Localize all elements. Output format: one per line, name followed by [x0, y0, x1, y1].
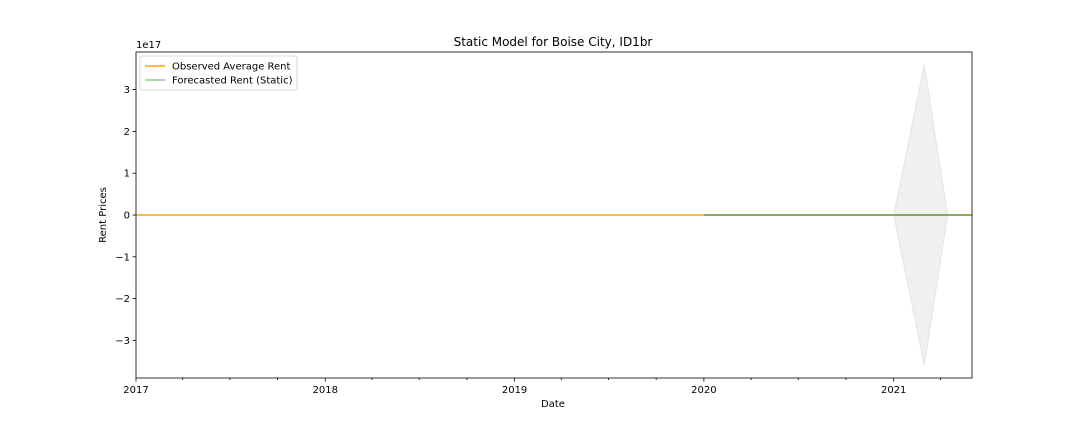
x-tick-label: 2021 [881, 385, 906, 396]
legend-label-observed: Observed Average Rent [172, 62, 291, 73]
y-tick-label: 3 [124, 85, 130, 96]
y-tick-label: −2 [115, 294, 130, 305]
y-tick-label: 0 [124, 211, 130, 222]
y-axis-scale-label: 1e17 [136, 40, 161, 51]
x-axis-label: Date [541, 399, 565, 410]
x-tick-label: 2018 [313, 385, 338, 396]
y-tick-label: 1 [124, 169, 130, 180]
x-tick-label: 2020 [691, 385, 716, 396]
x-tick-label: 2019 [502, 385, 527, 396]
legend-box [139, 55, 298, 91]
x-tick-label: 2017 [123, 385, 148, 396]
y-tick-label: −3 [115, 336, 130, 347]
chart-title: Static Model for Boise City, ID1br [454, 35, 653, 49]
y-axis-ticks: 3 2 1 0 −1 −2 −3 [115, 85, 136, 347]
y-tick-label: −1 [115, 252, 130, 263]
y-tick-label: 2 [124, 127, 130, 138]
legend: Observed Average Rent Forecasted Rent (S… [139, 55, 298, 91]
legend-label-forecast: Forecasted Rent (Static) [172, 76, 293, 87]
y-axis-label: Rent Prices [98, 187, 109, 243]
x-axis-ticks: 2017 2018 2019 2020 2021 [123, 378, 941, 396]
